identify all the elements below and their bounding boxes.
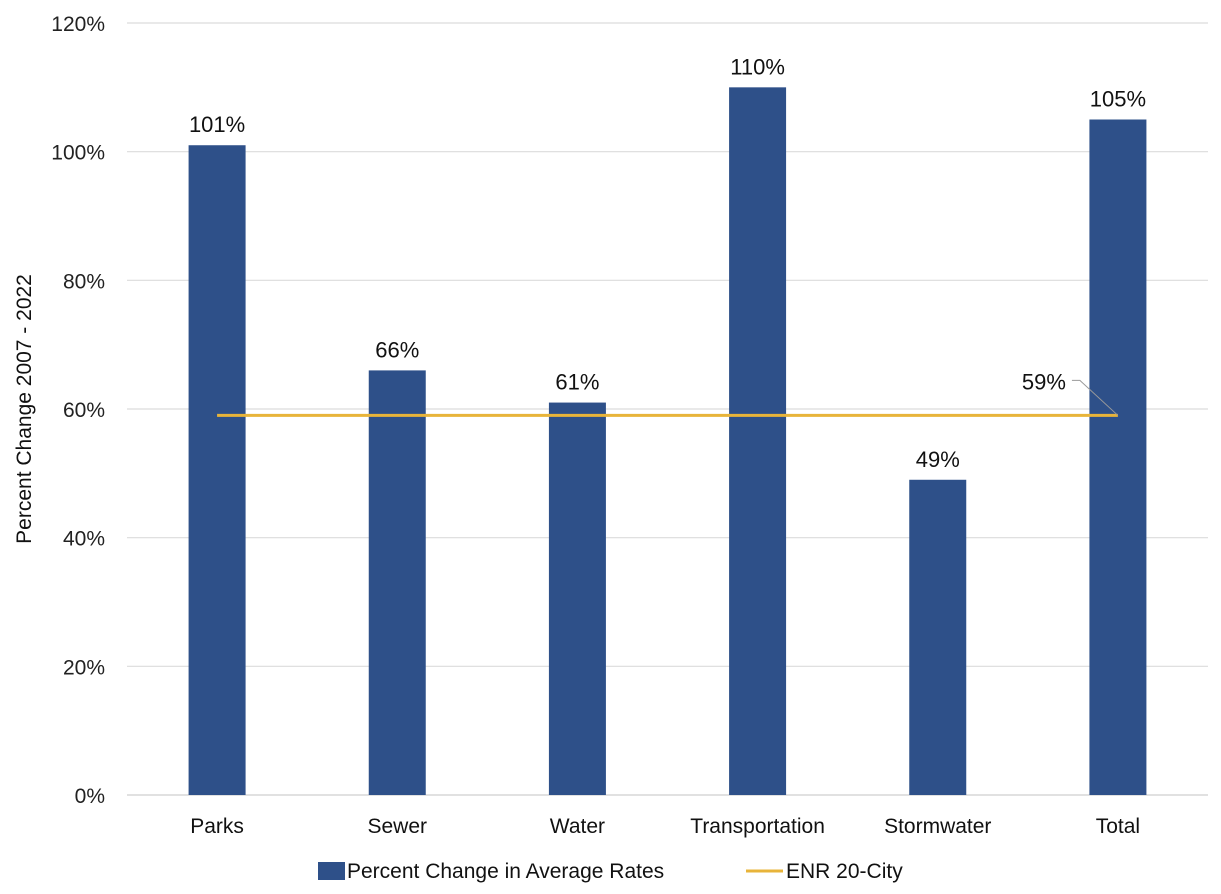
bar-data-label: 49% <box>916 447 960 472</box>
enr-reference-line: 59% <box>217 369 1119 417</box>
enr-label-leader <box>1071 379 1119 416</box>
y-tick-label: 80% <box>63 270 105 293</box>
bar-data-label: 101% <box>189 112 245 137</box>
category-label: Stormwater <box>884 815 991 838</box>
bar-data-labels: 101% 66% 61% 110% 49% 105% <box>189 54 1146 471</box>
y-tick-label: 0% <box>75 785 105 808</box>
enr-data-label: 59% <box>1022 369 1066 394</box>
y-tick-label: 100% <box>51 142 105 165</box>
bar-total <box>1089 119 1147 795</box>
gridlines <box>127 22 1208 796</box>
bar-data-label: 66% <box>375 337 419 362</box>
category-label: Transportation <box>690 815 825 838</box>
y-tick-label: 120% <box>51 13 105 36</box>
legend-label: Percent Change in Average Rates <box>347 860 664 883</box>
x-axis-categories: Parks Sewer Water Transportation Stormwater T… <box>190 815 1140 838</box>
category-label: Water <box>550 815 605 838</box>
bar-stormwater <box>909 479 967 795</box>
bar-data-label: 105% <box>1090 87 1146 112</box>
bar-parks <box>188 145 246 795</box>
category-label: Sewer <box>367 815 427 838</box>
category-label: Parks <box>190 815 244 838</box>
bar-data-label: 110% <box>730 54 785 79</box>
legend-label: ENR 20-City <box>786 860 903 883</box>
y-tick-label: 60% <box>63 399 105 422</box>
bar-data-label: 61% <box>555 370 599 395</box>
legend-swatch-bars <box>318 862 345 880</box>
bars <box>188 87 1147 796</box>
y-axis-ticks: 0% 20% 40% 60% 80% 100% 120% <box>51 13 105 808</box>
legend: Percent Change in Average Rates ENR 20-Ci… <box>318 860 903 883</box>
bar-sewer <box>368 370 426 795</box>
bar-water <box>548 402 606 795</box>
bar-transportation <box>729 87 787 796</box>
y-tick-label: 40% <box>63 528 105 551</box>
category-label: Total <box>1096 815 1140 838</box>
y-tick-label: 20% <box>63 656 105 679</box>
y-axis-label: Percent Change 2007 - 2022 <box>13 274 36 544</box>
